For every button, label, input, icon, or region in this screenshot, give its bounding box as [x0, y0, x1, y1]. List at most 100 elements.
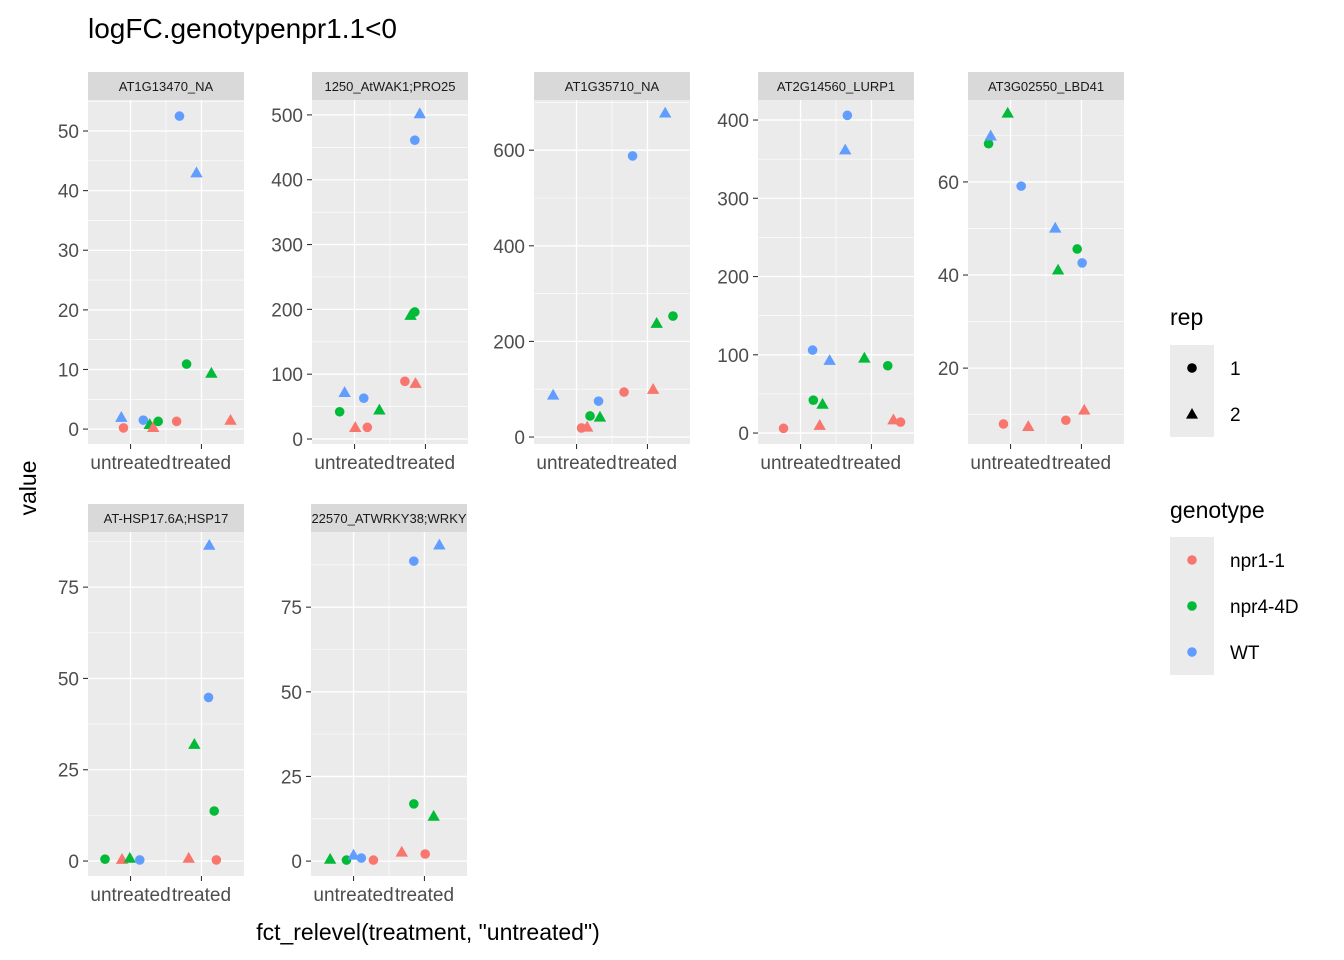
- facet-strip: [88, 72, 244, 100]
- x-axis-title: fct_relevel(treatment, "untreated"): [256, 919, 600, 945]
- facet-strip-label: AT1G13470_NA: [119, 79, 214, 94]
- facet-panel: AT2G14560_LURP1 0 100 200 300 400 untreated tre…: [717, 72, 914, 474]
- data-point: [404, 309, 417, 320]
- y-tick-label: 100: [271, 365, 303, 386]
- y-tick-label: 400: [493, 237, 525, 258]
- data-point: [115, 410, 128, 422]
- legend-genotype-title: genotype: [1170, 497, 1265, 523]
- y-tick-label: 0: [68, 420, 79, 441]
- legend-key-circle: [1187, 363, 1197, 373]
- y-tick-label: 0: [514, 428, 525, 449]
- data-point: [358, 393, 369, 403]
- x-tick-label: untreated: [760, 453, 840, 474]
- data-point: [373, 403, 386, 415]
- data-point: [808, 395, 819, 405]
- data-point: [1077, 258, 1087, 268]
- data-point: [395, 845, 408, 857]
- facet-strip: [968, 72, 1124, 100]
- data-point: [1078, 403, 1091, 415]
- data-point: [1049, 221, 1062, 233]
- facet-panel: AT3G02550_LBD41 20 40 60 untreated treated: [938, 72, 1124, 474]
- x-tick-label: treated: [842, 453, 901, 474]
- facet-strip: [312, 72, 468, 100]
- y-tick-label: 20: [938, 359, 959, 380]
- data-point: [1022, 420, 1035, 431]
- data-point: [593, 410, 607, 422]
- x-tick-label: treated: [172, 453, 231, 474]
- data-point: [1061, 415, 1071, 426]
- data-point: [427, 809, 440, 821]
- y-tick-label: 0: [291, 852, 302, 873]
- data-point: [823, 354, 836, 365]
- x-tick-label: untreated: [313, 885, 393, 906]
- x-tick-label: treated: [618, 453, 677, 474]
- data-point: [420, 849, 430, 859]
- data-point: [356, 853, 367, 863]
- facet-strip-label: AT-HSP17.6A;HSP17: [104, 511, 229, 526]
- y-tick-label: 400: [717, 111, 749, 132]
- data-point: [347, 848, 360, 860]
- data-point: [211, 855, 222, 865]
- data-point: [807, 345, 818, 355]
- legend-rep-title: rep: [1170, 304, 1203, 330]
- data-point: [138, 415, 149, 425]
- data-point: [338, 386, 351, 397]
- data-point: [323, 852, 337, 864]
- data-point: [658, 106, 672, 118]
- x-tick-label: untreated: [90, 453, 170, 474]
- facet-strip-label: AT1G35710_NA: [565, 79, 660, 94]
- facet-strip: [311, 504, 467, 532]
- y-tick-label: 25: [281, 767, 302, 788]
- facet-panel: AT-HSP17.6A;HSP17 0 25 50 75 untreated treated: [58, 504, 244, 906]
- data-point: [349, 421, 362, 432]
- x-tick-label: treated: [395, 885, 454, 906]
- data-point: [813, 419, 826, 430]
- data-point: [1051, 263, 1065, 275]
- y-tick-label: 60: [938, 173, 959, 194]
- data-point: [593, 396, 604, 406]
- x-tick-label: untreated: [90, 885, 170, 906]
- data-point: [205, 366, 218, 378]
- data-point: [998, 419, 1009, 429]
- legend-key-triangle: [1186, 408, 1198, 419]
- chart-title: logFC.genotypenpr1.1<0: [88, 13, 397, 44]
- x-tick-label: untreated: [970, 453, 1050, 474]
- facet-strip: [88, 504, 244, 532]
- legend-rep-label: 2: [1230, 405, 1241, 426]
- data-point: [174, 111, 185, 121]
- data-point: [433, 538, 446, 550]
- data-point: [1016, 181, 1026, 191]
- data-point: [778, 423, 789, 434]
- y-tick-label: 200: [717, 268, 749, 289]
- data-point: [203, 692, 214, 703]
- facet-strip-label: 22570_ATWRKY38;WRKY: [311, 511, 466, 526]
- data-point: [188, 737, 201, 749]
- legend-genotype-label: WT: [1230, 643, 1260, 664]
- data-point: [627, 151, 638, 161]
- y-tick-label: 0: [738, 424, 749, 445]
- y-axis-title: value: [15, 461, 41, 516]
- x-tick-label: treated: [396, 453, 455, 474]
- y-tick-label: 0: [292, 430, 303, 451]
- facet-strip: [758, 72, 914, 100]
- y-tick-label: 300: [271, 236, 303, 257]
- y-tick-label: 75: [58, 578, 79, 599]
- data-point: [134, 855, 145, 865]
- data-point: [400, 376, 410, 387]
- data-point: [153, 416, 163, 427]
- facet-strip: [534, 72, 690, 100]
- y-tick-label: 50: [58, 669, 79, 690]
- y-tick-label: 50: [281, 683, 302, 704]
- data-point: [171, 416, 182, 427]
- legend-key-npr4-4D: [1187, 601, 1197, 611]
- facet-panel: 22570_ATWRKY38;WRKY 0 25 50 75 untreated treat…: [281, 504, 467, 906]
- y-tick-label: 300: [717, 189, 749, 210]
- y-tick-label: 50: [58, 122, 79, 143]
- facet-panel: AT1G35710_NA 0 200 400 600 untreated treated: [493, 72, 690, 474]
- x-tick-label: treated: [1052, 453, 1111, 474]
- data-point: [1072, 244, 1082, 254]
- data-point: [147, 421, 160, 432]
- y-tick-label: 30: [58, 241, 79, 262]
